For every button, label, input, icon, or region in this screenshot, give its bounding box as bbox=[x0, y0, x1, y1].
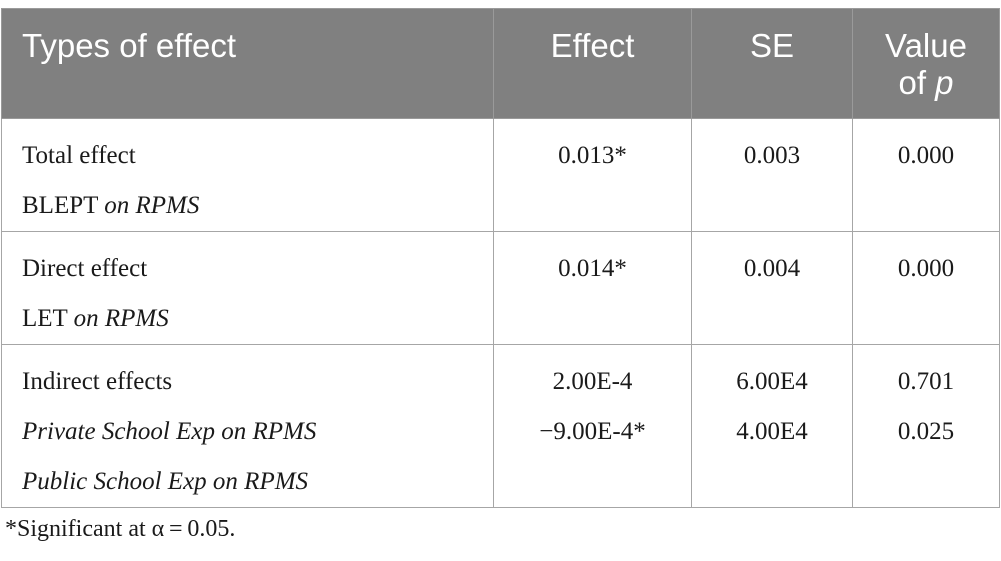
row-sublabel: BLEPT on RPMS bbox=[22, 181, 473, 231]
row-sublabel-italic: on RPMS bbox=[104, 192, 200, 219]
header-p-symbol: p bbox=[935, 64, 954, 101]
row-label-cell: Indirect effects Private School Exp on R… bbox=[1, 344, 494, 508]
p-value: 0.000 bbox=[897, 255, 955, 282]
p-cell: 0.000 bbox=[852, 118, 1000, 232]
effect-value: 2.00E-4 bbox=[552, 368, 633, 395]
row-sublabel-plain: LET bbox=[22, 305, 74, 332]
se-cell: 0.003 bbox=[691, 118, 853, 232]
row-sublabel-plain: BLEPT bbox=[22, 192, 105, 219]
se-cell: 6.00E4 4.00E4 bbox=[691, 344, 853, 508]
header-se: SE bbox=[691, 8, 853, 119]
row-sublabel: Private School Exp on RPMS bbox=[22, 418, 317, 445]
table-row: Total effect BLEPT on RPMS 0.013* 0.003 … bbox=[1, 118, 1000, 232]
effect-cell: 0.014* bbox=[493, 231, 692, 345]
table-footnote: *Significant at α = 0.05. bbox=[5, 516, 236, 542]
p-value: 0.701 bbox=[897, 368, 955, 395]
row-sublabel: Public School Exp on RPMS bbox=[22, 468, 309, 495]
effect-value: −9.00E-4* bbox=[539, 418, 646, 445]
p-cell: 0.000 bbox=[852, 231, 1000, 345]
header-value-line2: of p bbox=[873, 64, 979, 101]
effect-value: 0.013* bbox=[558, 142, 627, 169]
header-effect: Effect bbox=[493, 8, 692, 119]
header-types-of-effect: Types of effect bbox=[1, 8, 494, 119]
row-label: Direct effect bbox=[22, 255, 148, 282]
row-label: Indirect effects bbox=[22, 368, 173, 395]
p-value: 0.000 bbox=[897, 142, 955, 169]
se-value: 4.00E4 bbox=[736, 418, 808, 445]
row-label-cell: Total effect BLEPT on RPMS bbox=[1, 118, 494, 232]
header-value-line1: Value bbox=[885, 27, 967, 64]
header-value-of: of bbox=[898, 64, 936, 101]
effect-cell: 0.013* bbox=[493, 118, 692, 232]
effects-table: Types of effect Effect SE Value of p Tot… bbox=[1, 8, 1000, 508]
p-value: 0.025 bbox=[897, 418, 955, 445]
header-value-of-p: Value of p bbox=[852, 8, 1000, 119]
se-value: 6.00E4 bbox=[736, 368, 808, 395]
se-value: 0.003 bbox=[743, 142, 801, 169]
header-row: Types of effect Effect SE Value of p bbox=[1, 8, 1000, 119]
p-cell: 0.701 0.025 bbox=[852, 344, 1000, 508]
se-cell: 0.004 bbox=[691, 231, 853, 345]
table-row: Indirect effects Private School Exp on R… bbox=[1, 344, 1000, 508]
row-label: Total effect bbox=[22, 142, 136, 169]
effect-value: 0.014* bbox=[558, 255, 627, 282]
row-sublabel-italic: on RPMS bbox=[73, 305, 169, 332]
row-sublabel: LET on RPMS bbox=[22, 294, 473, 344]
row-label-cell: Direct effect LET on RPMS bbox=[1, 231, 494, 345]
table-row: Direct effect LET on RPMS 0.014* 0.004 0… bbox=[1, 231, 1000, 345]
se-value: 0.004 bbox=[743, 255, 801, 282]
effect-cell: 2.00E-4 −9.00E-4* bbox=[493, 344, 692, 508]
